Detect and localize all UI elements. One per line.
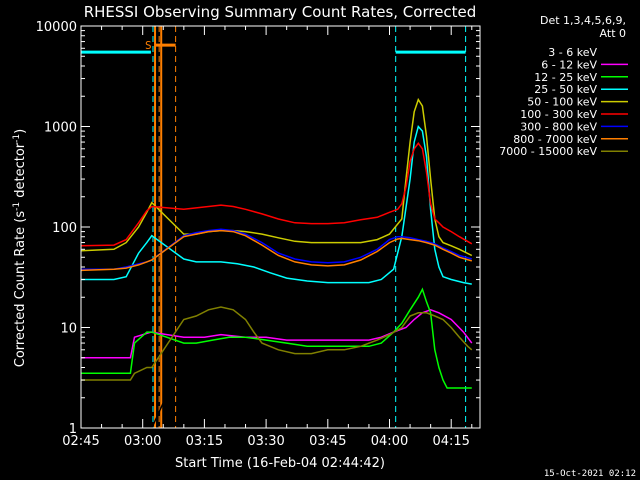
series-line-3: [81, 124, 472, 285]
ylabel-prefix: Corrected Count Rate (s: [13, 211, 28, 368]
legend-label: 800 - 7000 keV: [513, 133, 597, 146]
plot-border: [80, 25, 481, 429]
saa-marker-label: S: [145, 39, 152, 52]
legend-label: 50 - 100 keV: [527, 96, 597, 109]
series-line-1: [81, 309, 473, 359]
y-tick-label: 1: [69, 422, 77, 437]
series-line-6: [81, 228, 473, 270]
y-tick-label: 100: [52, 221, 77, 236]
x-axis-title: Start Time (16-Feb-04 02:44:42): [175, 456, 385, 471]
x-tick-label: 03:45: [309, 434, 346, 449]
legend-label: 6 - 12 keV: [541, 58, 597, 71]
y-tick-label: 1000: [44, 121, 77, 136]
y-axis-title: Corrected Count Rate (s-1 detector-1): [12, 129, 28, 367]
legend-label: 100 - 300 keV: [520, 108, 597, 121]
x-tick-label: 03:30: [247, 434, 284, 449]
legend-label: 3 - 6 keV: [548, 46, 597, 59]
ylabel-exp2: -1: [12, 134, 22, 143]
series-line-2: [81, 287, 472, 389]
x-tick-label: 04:15: [432, 434, 469, 449]
x-tick-label: 03:00: [124, 434, 161, 449]
clipped-data: [81, 26, 473, 428]
ylabel-exp1: -1: [12, 202, 22, 211]
y-tick-label: 10: [60, 322, 77, 337]
x-tick-label: 02:45: [62, 434, 99, 449]
series-line-4: [81, 97, 473, 257]
ylabel-mid: detector: [13, 142, 28, 202]
series-line-5: [81, 142, 473, 247]
timestamp: 15-Oct-2021 02:12: [544, 469, 636, 479]
legend-label: 7000 - 15000 keV: [499, 145, 597, 158]
x-tick-label: 03:15: [186, 434, 223, 449]
series-line-7: [81, 229, 473, 272]
plot-marks: S: [81, 26, 473, 428]
ylabel-suffix: ): [13, 129, 28, 134]
chart-title: RHESSI Observing Summary Count Rates, Co…: [84, 3, 477, 21]
legend-label: 300 - 800 keV: [520, 120, 597, 133]
legend-header-line: Att 0: [600, 27, 626, 40]
series-line-8: [81, 306, 473, 381]
x-tick-label: 04:00: [371, 434, 408, 449]
legend-label: 12 - 25 keV: [534, 71, 597, 84]
legend-header-line: Det 1,3,4,5,6,9,: [540, 14, 626, 27]
plot-frame: 1 10 100 1000 10000 02:45 03:00 03:15 03:30 03:45…: [36, 20, 481, 449]
legend-label: 25 - 50 keV: [534, 83, 597, 96]
y-tick-label: 10000: [36, 20, 77, 35]
